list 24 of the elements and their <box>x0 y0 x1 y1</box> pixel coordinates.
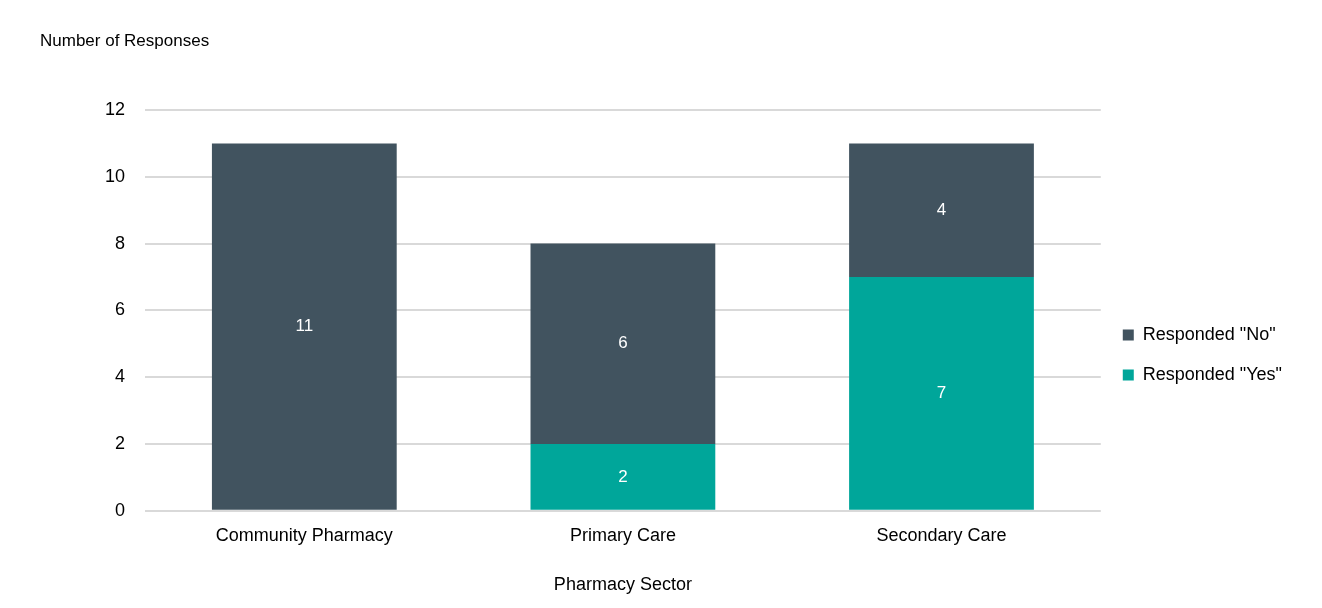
y-tick-label: 6 <box>115 299 126 320</box>
bar <box>530 243 716 444</box>
data-label: 7 <box>936 383 947 403</box>
x-tick-label: Community Pharmacy <box>215 524 393 545</box>
y-tick-label: 2 <box>115 432 126 453</box>
legend-label: Responded "No" <box>1142 323 1276 344</box>
y-tick-label: 0 <box>115 499 126 520</box>
x-axis-title: Pharmacy Sector <box>553 574 692 595</box>
y-tick-label: 8 <box>115 232 126 253</box>
y-axis-title: Number of Responses <box>40 31 210 50</box>
bar <box>530 444 716 510</box>
data-label: 11 <box>295 316 314 336</box>
bar <box>849 143 1034 277</box>
x-tick-label: Primary Care <box>569 524 676 545</box>
y-tick-label: 12 <box>104 98 126 119</box>
data-label: 2 <box>618 466 628 486</box>
data-label: 6 <box>618 333 628 353</box>
data-label: 4 <box>936 199 947 219</box>
x-tick-label: Secondary Care <box>876 524 1007 545</box>
bar <box>849 277 1034 510</box>
legend-label: Responded "Yes" <box>1142 363 1282 384</box>
y-tick-label: 10 <box>104 165 126 186</box>
y-tick-label: 4 <box>115 366 126 387</box>
bar <box>211 143 397 510</box>
